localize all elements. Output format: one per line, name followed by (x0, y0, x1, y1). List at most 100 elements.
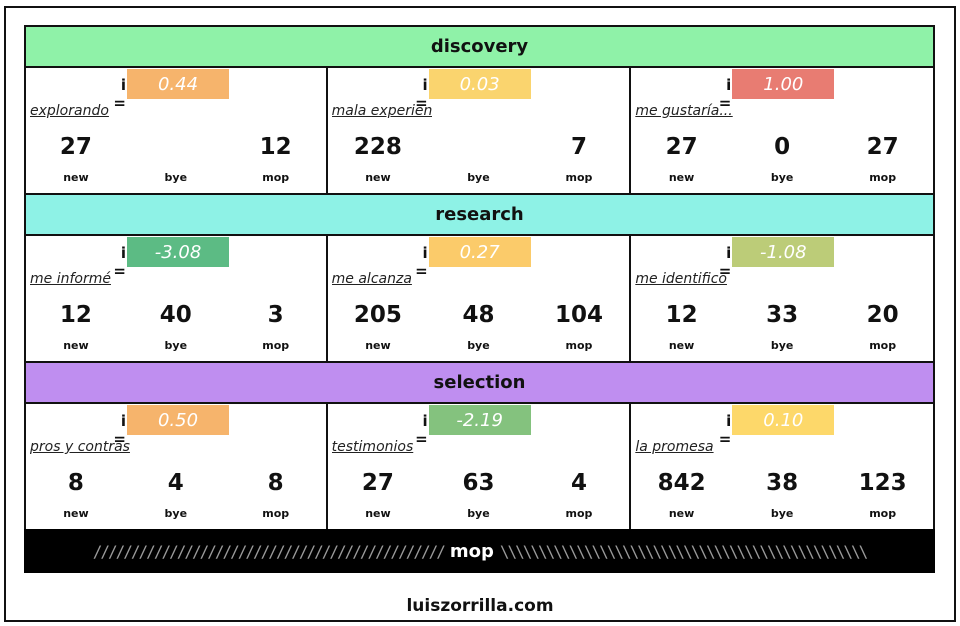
metric-label: new (365, 507, 391, 520)
metrics-group: 228 new bye 7 mop (328, 131, 630, 184)
mop-bar-label: mop (449, 540, 494, 562)
metric-bye: 40 bye (126, 299, 226, 352)
stage-cell: i =0.03 mala experiencia 228 new bye 7 mop (328, 68, 632, 193)
index-value-badge: 0.27 (428, 237, 531, 267)
metric-label: bye (770, 339, 794, 352)
index-value-badge: 1.00 (732, 69, 835, 99)
metric-value: 27 (59, 134, 92, 160)
stage-header-research: research (24, 193, 935, 236)
metric-value: 27 (866, 134, 899, 160)
metric-bye: bye (428, 131, 529, 184)
metric-bye: 48 bye (428, 299, 529, 352)
metric-label: bye (770, 507, 794, 520)
metrics-group: 27 new 63 bye 4 mop (328, 467, 630, 520)
stage-row: i = 0.44 explorando 27 new bye 12 mop i = 0.03 mal… (24, 68, 935, 193)
metric-mop: 7 mop (529, 131, 630, 184)
metric-label: new (63, 339, 89, 352)
mop-bar: ////////////////////////////////////////… (24, 529, 935, 573)
metric-value: 27 (665, 134, 698, 160)
cell-title-link[interactable]: me identifico (635, 271, 727, 287)
cell-title-link[interactable]: testimonios (331, 439, 414, 455)
mop-bar-left-hatch: ////////////////////////////////////////… (92, 541, 446, 561)
metric-mop: 104 mop (529, 299, 630, 352)
metric-value (126, 131, 226, 163)
metrics-group: 8 new 4 bye 8 mop (26, 467, 326, 520)
index-value-badge: 0.44 (127, 69, 229, 99)
cell-title-link[interactable]: pros y contras (30, 439, 130, 455)
metric-mop: 3 mop (226, 299, 326, 352)
index-value-badge: -1.08 (732, 237, 835, 267)
metric-label: bye (164, 507, 188, 520)
metrics-group: 842 new 38 bye 123 mop (631, 467, 933, 520)
metric-new: 27 new (328, 467, 429, 520)
metrics-group: 205 new 48 bye 104 mop (328, 299, 630, 352)
index-label: i = (113, 244, 126, 280)
cell-title-link[interactable]: explorando (30, 103, 109, 119)
index-label: i = (718, 412, 732, 448)
metric-bye: 4 bye (126, 467, 226, 520)
stage-cell: i = 1.00 me gustaría... 27 new 0 bye 27 mop (631, 68, 935, 193)
metric-value: 27 (361, 470, 394, 496)
metric-label: bye (770, 171, 794, 184)
metric-value: 8 (267, 470, 284, 496)
metric-bye: bye (126, 131, 226, 184)
metrics-group: 12 new 33 bye 20 mop (631, 299, 933, 352)
metric-value: 12 (59, 302, 92, 328)
metric-mop: 4 mop (529, 467, 630, 520)
index-value-badge: -2.19 (428, 405, 531, 435)
cell-title-link[interactable]: mala experiencia (331, 103, 432, 119)
metric-mop: 8 mop (226, 467, 326, 520)
metric-value: 104 (554, 302, 603, 328)
metric-value: 123 (858, 470, 907, 496)
metric-value: 8 (67, 470, 84, 496)
metric-value: 33 (766, 302, 799, 328)
metric-label: new (365, 171, 391, 184)
metric-label: mop (262, 171, 290, 184)
metric-label: bye (164, 171, 188, 184)
index-label: i = (718, 244, 732, 280)
metric-label: mop (565, 507, 593, 520)
metric-new: 27 new (631, 131, 732, 184)
cell-title-link[interactable]: me informé (30, 271, 111, 287)
metric-value: 842 (657, 470, 706, 496)
metric-label: new (63, 171, 89, 184)
site-url[interactable]: luiszorrilla.com (406, 596, 554, 616)
metric-bye: 33 bye (732, 299, 833, 352)
stage-header-discovery: discovery (24, 25, 935, 68)
metric-value: 7 (570, 134, 587, 160)
metric-label: mop (869, 339, 897, 352)
metric-value: 12 (259, 134, 292, 160)
metric-new: 205 new (328, 299, 429, 352)
index-label: i = (415, 412, 428, 448)
metric-label: mop (565, 339, 593, 352)
stage-header-selection: selection (24, 361, 935, 404)
index-value-badge: 0.03 (428, 69, 531, 99)
metric-label: new (668, 171, 695, 184)
stage-cell: i = 0.44 explorando 27 new bye 12 mop (24, 68, 328, 193)
metric-value: 40 (159, 302, 192, 328)
index-label: i = (113, 76, 126, 112)
index-label: i = (113, 412, 126, 448)
metric-label: mop (869, 507, 897, 520)
metric-label: mop (565, 171, 593, 184)
metric-value: 3 (267, 302, 284, 328)
cell-title-link[interactable]: me gustaría... (635, 103, 733, 119)
metric-value: 12 (665, 302, 698, 328)
metrics-group: 12 new 40 bye 3 mop (26, 299, 326, 352)
index-label: i = (415, 76, 428, 112)
metric-label: new (668, 507, 695, 520)
stage-cell: i = -2.19 testimonios 27 new 63 bye 4 mop (328, 404, 632, 529)
stage-cell: i = 0.50 pros y contras 8 new 4 bye 8 mop (24, 404, 328, 529)
funnel-board: discovery i = 0.44 explorando 27 new bye 12 mop i… (24, 25, 935, 529)
cell-title-link[interactable]: me alcanza (331, 271, 412, 287)
metric-value: 48 (462, 302, 495, 328)
metric-value: 4 (167, 470, 184, 496)
cell-title-link[interactable]: la promesa (635, 439, 714, 455)
metric-new: 12 new (26, 299, 126, 352)
stage-cell: i = -1.08 me identifico 12 new 33 bye 20 mop (631, 236, 935, 361)
index-value-badge: -3.08 (127, 237, 229, 267)
metric-label: mop (262, 339, 290, 352)
metric-mop: 27 mop (832, 131, 933, 184)
metric-label: new (668, 339, 695, 352)
metric-value: 20 (866, 302, 899, 328)
